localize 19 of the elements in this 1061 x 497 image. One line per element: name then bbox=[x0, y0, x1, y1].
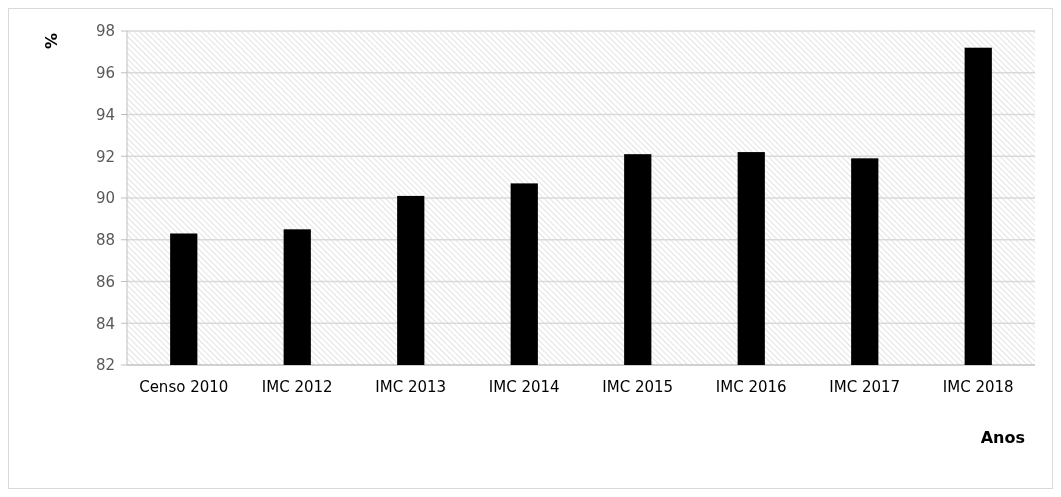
x-axis-title: Anos bbox=[980, 428, 1025, 447]
y-tick-label: 94 bbox=[95, 105, 115, 124]
x-tick-label: IMC 2016 bbox=[715, 378, 787, 396]
x-tick-label: IMC 2012 bbox=[261, 378, 333, 396]
x-tick-label: IMC 2017 bbox=[829, 378, 901, 396]
x-tick-label: IMC 2015 bbox=[602, 378, 674, 396]
y-axis-title: % bbox=[42, 33, 61, 50]
y-tick-label: 82 bbox=[95, 356, 115, 375]
y-tick-label: 84 bbox=[95, 314, 115, 333]
y-tick-label: 86 bbox=[95, 272, 115, 291]
y-tick-label: 96 bbox=[95, 64, 115, 82]
y-tick-label: 98 bbox=[95, 22, 115, 41]
x-tick-label: IMC 2014 bbox=[488, 378, 560, 396]
y-tick-label: 88 bbox=[95, 231, 115, 249]
x-tick-label: IMC 2013 bbox=[375, 378, 447, 396]
x-tick-label: IMC 2018 bbox=[942, 378, 1014, 396]
y-tick-label: 90 bbox=[95, 189, 115, 208]
y-tick-label: 92 bbox=[95, 147, 115, 166]
x-tick-label: Censo 2010 bbox=[139, 378, 229, 396]
